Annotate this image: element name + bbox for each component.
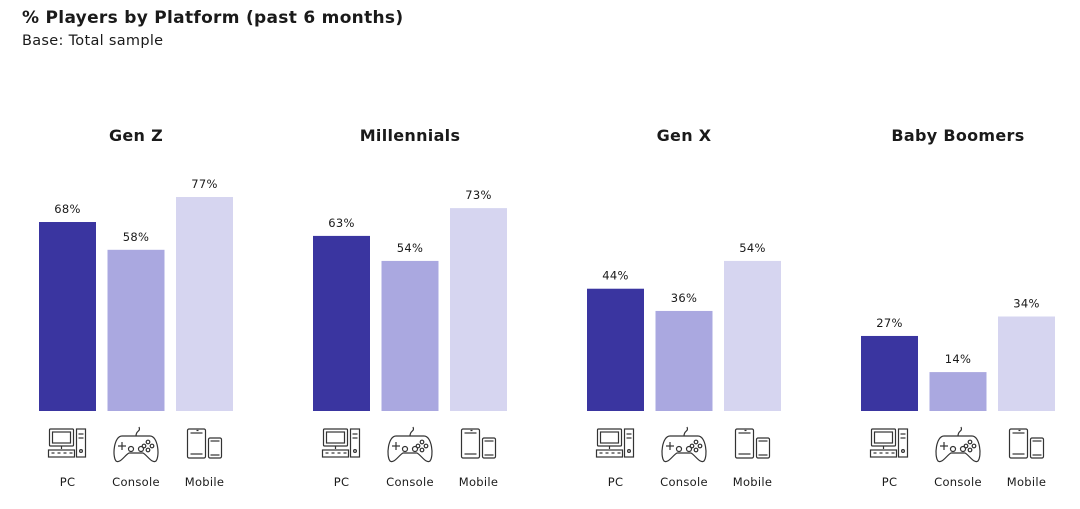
bar-pc [313,235,370,411]
pc-icon [595,428,635,458]
bar-mobile [724,260,781,411]
category-label: PC [334,475,350,489]
mobile-icon [186,428,223,459]
group-title: Gen Z [109,126,163,145]
data-label: 68% [54,202,80,216]
group-title: Gen X [657,126,712,145]
bar-pc [39,222,96,411]
category-label: PC [60,475,76,489]
bar-console [929,372,987,411]
mobile-icon [460,428,497,459]
bar-mobile [450,208,507,411]
console-icon [387,426,433,463]
bar-console [381,260,439,411]
data-label: 27% [876,316,902,330]
data-label: 77% [191,177,217,191]
category-label: Mobile [1007,475,1047,489]
pc-icon [321,428,361,458]
console-icon [935,426,981,463]
group-title: Millennials [360,126,461,145]
data-label: 54% [739,241,765,255]
category-label: PC [882,475,898,489]
data-label: 54% [397,241,423,255]
category-label: Mobile [733,475,773,489]
mobile-icon [1008,428,1045,459]
data-label: 14% [945,352,971,366]
data-label: 58% [123,230,149,244]
mobile-icon [734,428,771,459]
bar-pc [587,288,644,411]
data-label: 34% [1013,297,1039,311]
bar-pc [861,335,918,411]
data-label: 73% [465,188,491,202]
category-label: Console [660,475,708,489]
pc-icon [47,428,87,458]
bar-console [655,310,713,411]
data-label: 44% [602,269,628,283]
bar-console [107,249,165,411]
bar-mobile [176,197,233,411]
category-label: Console [386,475,434,489]
chart-title: % Players by Platform (past 6 months) [22,8,404,28]
category-label: Console [934,475,982,489]
category-label: Mobile [459,475,499,489]
console-icon [113,426,159,463]
data-label: 63% [328,216,354,230]
console-icon [661,426,707,463]
category-label: PC [608,475,624,489]
bar-mobile [998,316,1055,411]
data-label: 36% [671,291,697,305]
pc-icon [869,428,909,458]
chart-subtitle: Base: Total sample [22,33,164,49]
group-title: Baby Boomers [891,126,1024,145]
category-label: Mobile [185,475,225,489]
category-label: Console [112,475,160,489]
